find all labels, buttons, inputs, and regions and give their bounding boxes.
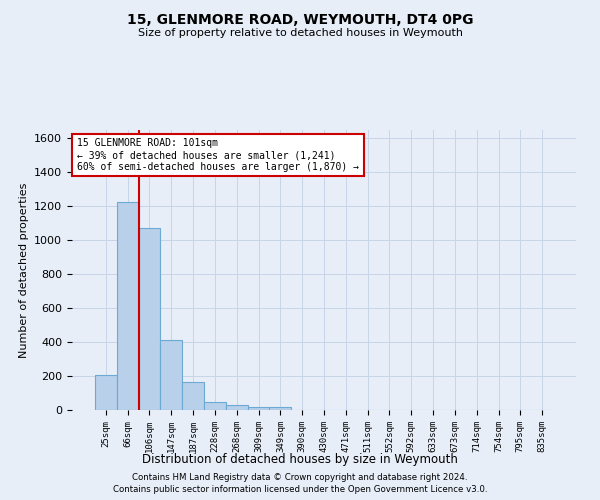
- Bar: [95, 375, 117, 410]
- Text: Size of property relative to detached houses in Weymouth: Size of property relative to detached ho…: [137, 28, 463, 38]
- Text: 15 GLENMORE ROAD: 101sqm
← 39% of detached houses are smaller (1,241)
60% of sem: 15 GLENMORE ROAD: 101sqm ← 39% of detach…: [77, 138, 359, 172]
- Bar: [204, 402, 226, 410]
- Bar: [226, 405, 248, 410]
- Text: Distribution of detached houses by size in Weymouth: Distribution of detached houses by size …: [142, 452, 458, 466]
- Text: 15, GLENMORE ROAD, WEYMOUTH, DT4 0PG: 15, GLENMORE ROAD, WEYMOUTH, DT4 0PG: [127, 12, 473, 26]
- Bar: [248, 407, 269, 410]
- Text: Contains HM Land Registry data © Crown copyright and database right 2024.: Contains HM Land Registry data © Crown c…: [132, 472, 468, 482]
- Y-axis label: Number of detached properties: Number of detached properties: [19, 182, 29, 358]
- Bar: [182, 382, 204, 410]
- Bar: [160, 340, 182, 410]
- Bar: [139, 228, 160, 410]
- Text: Contains public sector information licensed under the Open Government Licence v3: Contains public sector information licen…: [113, 485, 487, 494]
- Bar: [269, 408, 291, 410]
- Bar: [117, 202, 139, 410]
